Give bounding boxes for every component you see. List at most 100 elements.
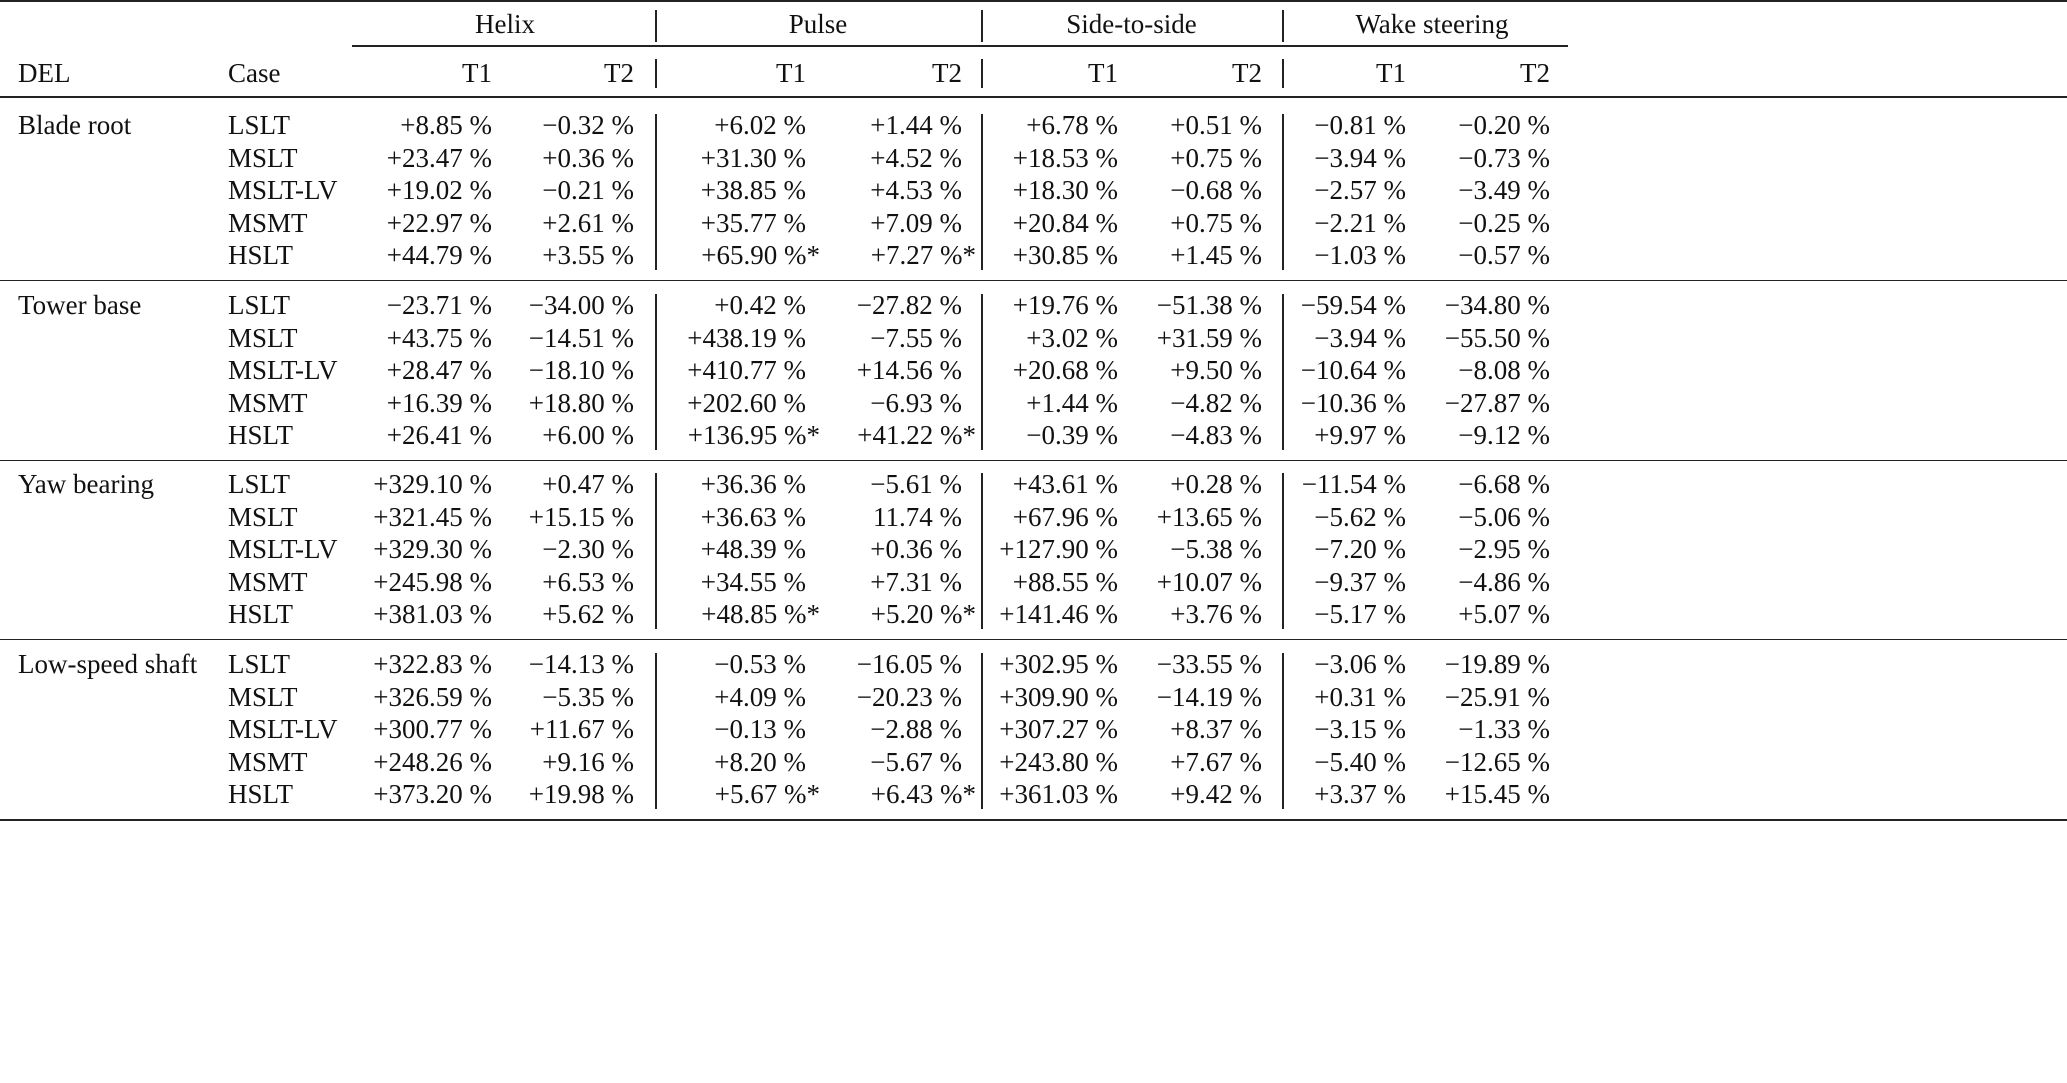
value-cell: −27.82 % xyxy=(856,290,962,320)
value-cell: −0.53 % xyxy=(714,649,806,679)
value-cell: +36.36 % xyxy=(700,469,806,499)
value-cell: −2.30 % xyxy=(542,534,634,564)
column-separator xyxy=(655,10,657,42)
value-cell: +307.27 % xyxy=(999,714,1118,744)
value-cell: −0.25 % xyxy=(1458,207,1550,238)
value-cell: +6.53 % xyxy=(542,566,634,597)
value-cell: +11.67 % xyxy=(529,714,634,744)
value-cell: +15.45 % xyxy=(1444,779,1550,809)
column-separator xyxy=(1282,294,1284,450)
value-cell: +18.53 % xyxy=(1012,142,1118,173)
value-cell: −0.68 % xyxy=(1170,175,1262,205)
value-cell: −8.08 % xyxy=(1458,355,1550,385)
subheader-t2: T2 xyxy=(604,58,634,88)
value-cell: +20.84 % xyxy=(1012,207,1118,238)
subheader-t1: T1 xyxy=(1088,58,1118,88)
value-cell: −0.21 % xyxy=(542,175,634,205)
case-label: MSMT xyxy=(228,387,308,418)
column-separator xyxy=(1282,114,1284,270)
subheader-t2: T2 xyxy=(1520,58,1550,88)
value-cell: −0.57 % xyxy=(1458,240,1550,270)
value-cell: +18.30 % xyxy=(1012,175,1118,205)
value-cell: −34.00 % xyxy=(528,290,634,320)
value-cell: +65.90 %* xyxy=(701,240,820,270)
value-cell: −5.67 % xyxy=(870,746,962,777)
value-cell: −33.55 % xyxy=(1156,649,1262,679)
value-cell: +43.75 % xyxy=(386,322,492,353)
value-cell: +13.65 % xyxy=(1156,501,1262,532)
value-cell: −0.81 % xyxy=(1314,110,1406,140)
value-cell: +329.30 % xyxy=(373,534,492,564)
bottom-rule xyxy=(0,818,2067,821)
value-cell: −3.49 % xyxy=(1458,175,1550,205)
value-cell: +373.20 % xyxy=(373,779,492,809)
value-cell: +20.68 % xyxy=(1012,355,1118,385)
value-cell: −3.94 % xyxy=(1314,322,1406,353)
value-cell: −20.23 % xyxy=(856,681,962,712)
value-cell: +9.16 % xyxy=(542,746,634,777)
column-separator xyxy=(1282,59,1284,88)
value-cell: −2.88 % xyxy=(870,714,962,744)
value-cell: −14.13 % xyxy=(528,649,634,679)
value-cell: −14.19 % xyxy=(1156,681,1262,712)
case-label: MSLT-LV xyxy=(228,714,338,744)
value-cell: −4.83 % xyxy=(1170,420,1262,450)
subheader-t2: T2 xyxy=(932,58,962,88)
case-label: MSLT-LV xyxy=(228,355,338,385)
subheader-t1: T1 xyxy=(1376,58,1406,88)
value-cell: −7.20 % xyxy=(1314,534,1406,564)
case-label: MSMT xyxy=(228,207,308,238)
case-label: MSLT xyxy=(228,501,298,532)
value-cell: −2.21 % xyxy=(1314,207,1406,238)
column-separator xyxy=(981,114,983,270)
value-cell: +31.30 % xyxy=(700,142,806,173)
case-label: MSLT-LV xyxy=(228,534,338,564)
case-label: LSLT xyxy=(228,469,291,499)
value-cell: +44.79 % xyxy=(386,240,492,270)
value-cell: −5.06 % xyxy=(1458,501,1550,532)
value-cell: −9.37 % xyxy=(1314,566,1406,597)
value-cell: −59.54 % xyxy=(1300,290,1406,320)
value-cell: +38.85 % xyxy=(700,175,806,205)
value-cell: −0.73 % xyxy=(1458,142,1550,173)
value-cell: −27.87 % xyxy=(1444,387,1550,418)
value-cell: −11.54 % xyxy=(1301,469,1406,499)
value-cell: −0.13 % xyxy=(714,714,806,744)
case-label: MSMT xyxy=(228,746,308,777)
group-rule xyxy=(352,45,1568,47)
del-label: Tower base xyxy=(18,290,142,320)
value-cell: +361.03 % xyxy=(999,779,1118,809)
value-cell: +19.02 % xyxy=(386,175,492,205)
value-cell: +36.63 % xyxy=(700,501,806,532)
value-cell: +6.43 %* xyxy=(870,779,976,809)
group-header-side-to-side: Side-to-side xyxy=(1066,9,1197,39)
column-separator xyxy=(1282,653,1284,809)
value-cell: −55.50 % xyxy=(1444,322,1550,353)
value-cell: +35.77 % xyxy=(700,207,806,238)
value-cell: +8.37 % xyxy=(1170,714,1262,744)
value-cell: +1.44 % xyxy=(1026,387,1118,418)
del-label: Blade root xyxy=(18,110,132,140)
column-separator xyxy=(981,294,983,450)
subheader-t1: T1 xyxy=(462,58,492,88)
value-cell: −5.17 % xyxy=(1314,599,1406,629)
case-header: Case xyxy=(228,58,281,88)
value-cell: +0.28 % xyxy=(1170,469,1262,499)
value-cell: +0.31 % xyxy=(1314,681,1406,712)
column-separator xyxy=(981,653,983,809)
value-cell: +31.59 % xyxy=(1156,322,1262,353)
value-cell: +19.98 % xyxy=(528,779,634,809)
group-header-pulse: Pulse xyxy=(788,9,848,39)
value-cell: −5.38 % xyxy=(1170,534,1262,564)
column-separator xyxy=(655,59,657,88)
value-cell: +4.53 % xyxy=(870,175,962,205)
value-cell: +1.45 % xyxy=(1170,240,1262,270)
value-cell: +18.80 % xyxy=(528,387,634,418)
header-rule xyxy=(0,96,2067,98)
value-cell: −18.10 % xyxy=(528,355,634,385)
value-cell: +67.96 % xyxy=(1012,501,1118,532)
value-cell: −9.12 % xyxy=(1458,420,1550,450)
value-cell: −3.15 % xyxy=(1314,714,1406,744)
value-cell: +30.85 % xyxy=(1012,240,1118,270)
value-cell: +326.59 % xyxy=(373,681,492,712)
